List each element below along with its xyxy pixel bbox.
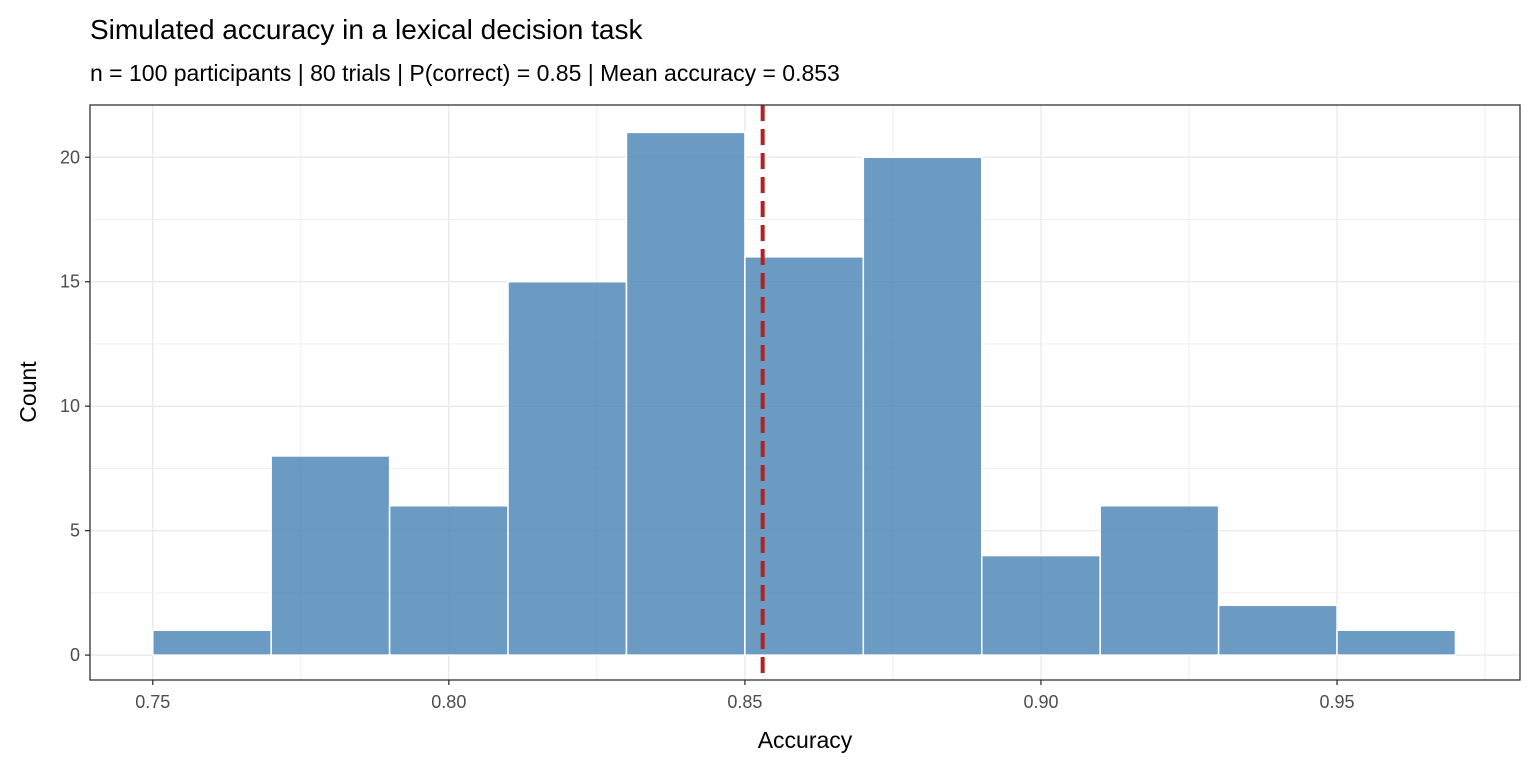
x-tick-label: 0.95 (1320, 692, 1355, 712)
y-tick-label: 0 (70, 645, 80, 665)
histogram-bar (862, 156, 983, 656)
histogram-bar (1336, 629, 1457, 656)
y-tick-label: 5 (70, 521, 80, 541)
x-tick-label: 0.75 (135, 692, 170, 712)
y-tick-label: 15 (60, 272, 80, 292)
chart-title: Simulated accuracy in a lexical decision… (90, 14, 643, 45)
histogram-bar (507, 280, 628, 656)
histogram-bar (152, 629, 272, 656)
x-tick-label: 0.90 (1023, 692, 1058, 712)
histogram-bar (981, 554, 1101, 656)
chart-subtitle: n = 100 participants | 80 trials | P(cor… (90, 60, 840, 86)
histogram-bar (270, 455, 391, 656)
panel-border (89, 104, 1521, 681)
histogram-bar (388, 505, 509, 656)
histogram-bar (1217, 604, 1338, 656)
bars (152, 131, 1457, 656)
x-tick-label: 0.80 (431, 692, 466, 712)
y-axis-title: Count (15, 361, 41, 423)
histogram-bar (625, 131, 746, 656)
y-tick-label: 10 (60, 396, 80, 416)
x-axis-title: Accuracy (758, 727, 853, 753)
y-tick-label: 20 (60, 147, 80, 167)
histogram-bar (1099, 505, 1220, 656)
axis-ticks: 0.75 0.80 0.85 0.90 0.95 0 5 10 15 20 (60, 147, 1355, 712)
x-tick-label: 0.85 (727, 692, 762, 712)
